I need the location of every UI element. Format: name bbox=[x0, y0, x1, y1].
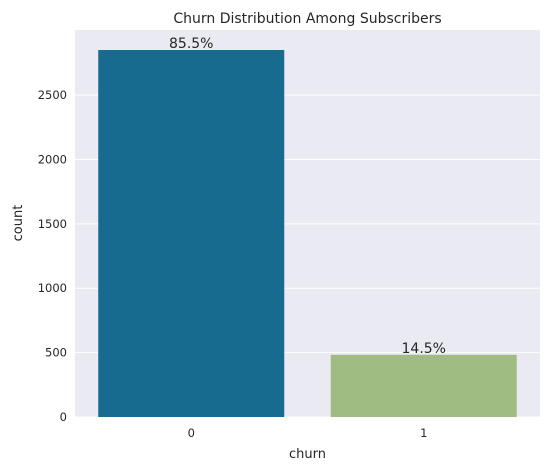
x-axis-label: churn bbox=[289, 447, 326, 462]
bar-value-label: 85.5% bbox=[169, 36, 213, 52]
y-tick-label: 1500 bbox=[38, 217, 67, 231]
y-tick-label: 0 bbox=[60, 410, 67, 424]
y-tick-label: 500 bbox=[45, 346, 67, 360]
x-tick-label: 1 bbox=[420, 426, 427, 440]
y-tick-label: 2500 bbox=[38, 88, 67, 102]
x-tick-label: 0 bbox=[188, 426, 195, 440]
y-tick-labels: 0 500 1000 1500 2000 2500 bbox=[38, 88, 67, 424]
bar-0 bbox=[98, 50, 284, 417]
bar-1 bbox=[331, 355, 517, 417]
chart-title: Churn Distribution Among Subscribers bbox=[173, 11, 441, 27]
y-tick-label: 1000 bbox=[38, 281, 67, 295]
bar-value-label: 14.5% bbox=[402, 341, 446, 357]
y-axis-label: count bbox=[11, 205, 26, 242]
y-tick-label: 2000 bbox=[38, 152, 67, 166]
